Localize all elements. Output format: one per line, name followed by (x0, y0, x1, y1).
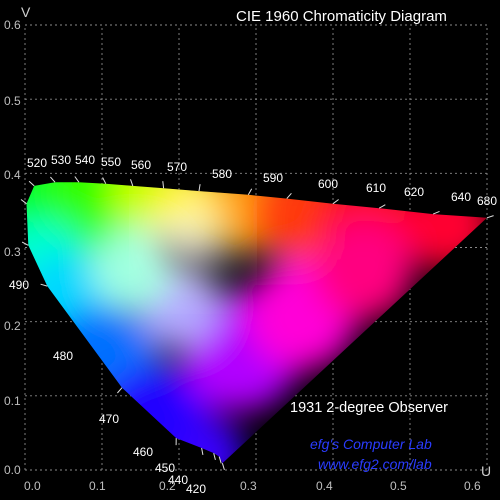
locus-ticks (20, 176, 494, 471)
wl-label-610: 610 (366, 181, 386, 195)
locus-tick-580 (198, 184, 201, 192)
locus-tick-620 (378, 204, 386, 209)
wl-label-470: 470 (99, 412, 119, 426)
wl-label-480: 480 (53, 349, 73, 363)
y-tick-label: 0.2 (4, 319, 21, 333)
credit-line-1: efg's Computer Lab (310, 436, 432, 452)
wl-label-520: 520 (27, 156, 47, 170)
x-tick-label: 0.4 (316, 479, 333, 493)
x-tick-label: 0.2 (159, 479, 176, 493)
wl-label-450: 450 (155, 461, 175, 475)
wl-label-440: 440 (168, 473, 188, 487)
locus-tick-600 (286, 192, 292, 199)
locus-tick-540 (74, 176, 80, 183)
y-tick-label: 0.0 (4, 463, 21, 477)
wl-label-570: 570 (167, 160, 187, 174)
y-tick-label: 0.5 (4, 94, 21, 108)
locus-tick-520 (28, 180, 35, 187)
wl-label-640: 640 (451, 190, 471, 204)
wl-label-420: 420 (186, 482, 206, 496)
x-tick-label: 0.1 (89, 479, 106, 493)
credit-line-2: www.efg2.com/lab (318, 456, 432, 472)
x-axis-name: U (481, 463, 491, 479)
y-axis-name: V (21, 4, 31, 20)
locus-tick-460 (201, 447, 204, 455)
locus-tick-450 (213, 452, 216, 461)
locus-tick-420 (221, 463, 225, 471)
x-tick-labels: 0.0 0.1 0.2 0.3 0.4 0.5 0.6 (24, 479, 481, 493)
locus-tick-640 (432, 210, 440, 215)
wl-label-590: 590 (263, 171, 283, 185)
color-blob (313, 219, 414, 320)
y-tick-label: 0.6 (4, 18, 21, 32)
x-tick-label: 0.3 (240, 479, 257, 493)
x-tick-label: 0.6 (464, 479, 481, 493)
wl-label-680: 680 (477, 194, 497, 208)
locus-tick-610 (332, 199, 339, 205)
chart-title: CIE 1960 Chromaticity Diagram (236, 8, 447, 25)
locus-tick-440 (218, 456, 222, 464)
wl-label-600: 600 (318, 177, 338, 191)
color-blob (92, 229, 173, 310)
white-point-glow (161, 188, 225, 272)
y-tick-labels: 0.0 0.1 0.2 0.3 0.4 0.5 0.6 (4, 18, 21, 477)
locus-tick-480 (117, 387, 123, 394)
wl-label-490: 490 (9, 278, 29, 292)
locus-tick-530 (50, 176, 56, 183)
locus-tick-550 (102, 177, 107, 184)
wl-label-620: 620 (404, 185, 424, 199)
wavelength-labels: 520 530 540 550 560 570 580 590 600 610 … (9, 153, 497, 496)
wl-label-550: 550 (101, 155, 121, 169)
locus-tick-510 (20, 199, 27, 205)
wl-label-460: 460 (133, 445, 153, 459)
wl-label-580: 580 (212, 167, 232, 181)
locus-tick-560 (130, 179, 134, 187)
wl-label-540: 540 (75, 153, 95, 167)
x-tick-label: 0.5 (390, 479, 407, 493)
wl-label-560: 560 (131, 158, 151, 172)
locus-tick-680 (486, 215, 494, 219)
locus-tick-490 (40, 283, 48, 287)
y-tick-label: 0.1 (4, 394, 21, 408)
locus-tick-570 (162, 181, 165, 189)
y-tick-label: 0.4 (4, 168, 21, 182)
wl-label-530: 530 (51, 153, 71, 167)
locus-tick-590 (247, 188, 253, 196)
locus-tick-500 (21, 241, 29, 246)
observer-annotation: 1931 2-degree Observer (290, 400, 448, 416)
x-tick-label: 0.0 (24, 479, 41, 493)
y-tick-label: 0.3 (4, 245, 21, 259)
